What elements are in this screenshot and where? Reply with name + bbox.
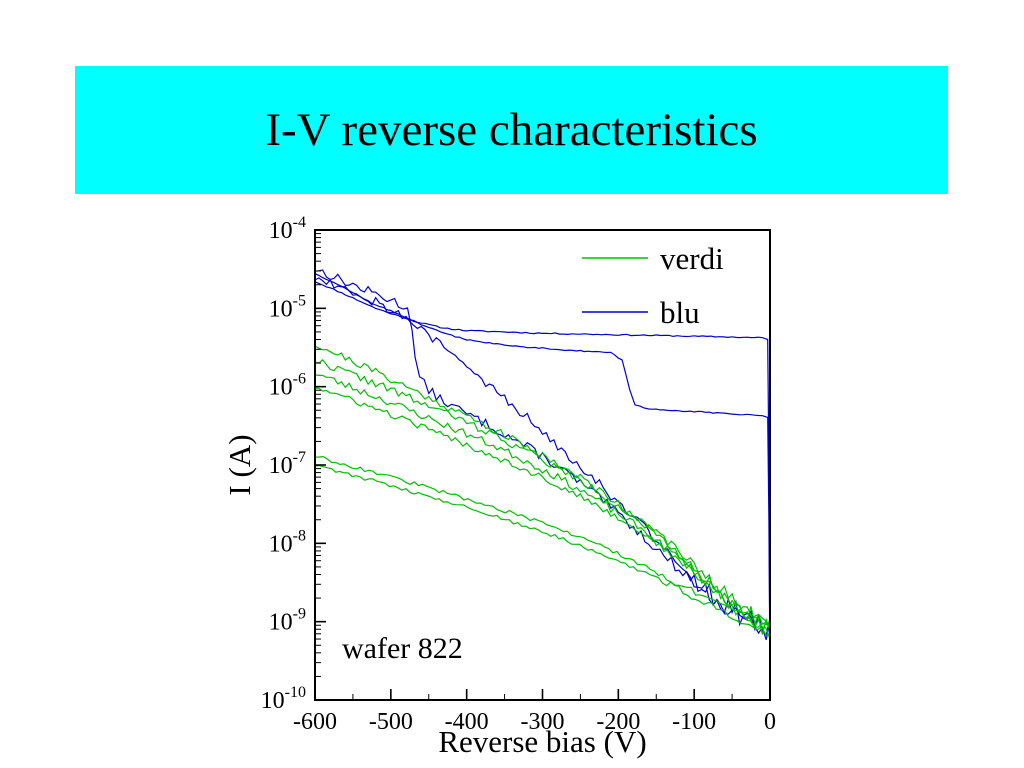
series-group bbox=[315, 269, 770, 640]
slide-title: I-V reverse characteristics bbox=[265, 104, 758, 156]
x-tick-label: -600 bbox=[293, 709, 337, 735]
x-tick-label: -400 bbox=[445, 709, 489, 735]
wafer-annotation: wafer 822 bbox=[342, 632, 463, 665]
y-tick-label: 10-7 bbox=[269, 449, 306, 479]
series-verdi-5 bbox=[315, 455, 770, 630]
series-verdi-2 bbox=[315, 358, 770, 627]
y-tick-label: 10-5 bbox=[269, 292, 306, 322]
x-tick-label: -100 bbox=[672, 709, 716, 735]
legend-label-blu: blu bbox=[660, 295, 700, 330]
series-verdi-3 bbox=[315, 374, 770, 635]
legend-label-verdi: verdi bbox=[660, 241, 724, 276]
y-tick-label: 10-10 bbox=[261, 684, 306, 714]
x-axis-title: Reverse bias (V) bbox=[438, 724, 646, 759]
x-tick-label: -500 bbox=[369, 709, 413, 735]
series-verdi-6 bbox=[315, 464, 770, 640]
series-verdi-1 bbox=[315, 345, 770, 626]
y-tick-label: 10-6 bbox=[269, 371, 306, 401]
y-tick-label: 10-4 bbox=[269, 214, 306, 244]
x-tick-label: 0 bbox=[764, 709, 776, 735]
series-blu-step bbox=[315, 273, 770, 626]
y-axis-title: I (A) bbox=[222, 434, 257, 495]
x-tick-label: -300 bbox=[521, 709, 565, 735]
y-tick-label: 10-8 bbox=[269, 527, 306, 557]
series-blu-plateau bbox=[315, 281, 770, 615]
title-banner: I-V reverse characteristics bbox=[75, 66, 948, 194]
series-blu-soft bbox=[315, 277, 770, 640]
axis-ticks bbox=[314, 229, 771, 701]
plot-box bbox=[314, 229, 771, 701]
y-tick-label: 10-9 bbox=[269, 606, 306, 636]
legend: verdi blu bbox=[582, 241, 724, 330]
x-tick-label: -200 bbox=[596, 709, 640, 735]
series-verdi-4 bbox=[315, 387, 770, 636]
